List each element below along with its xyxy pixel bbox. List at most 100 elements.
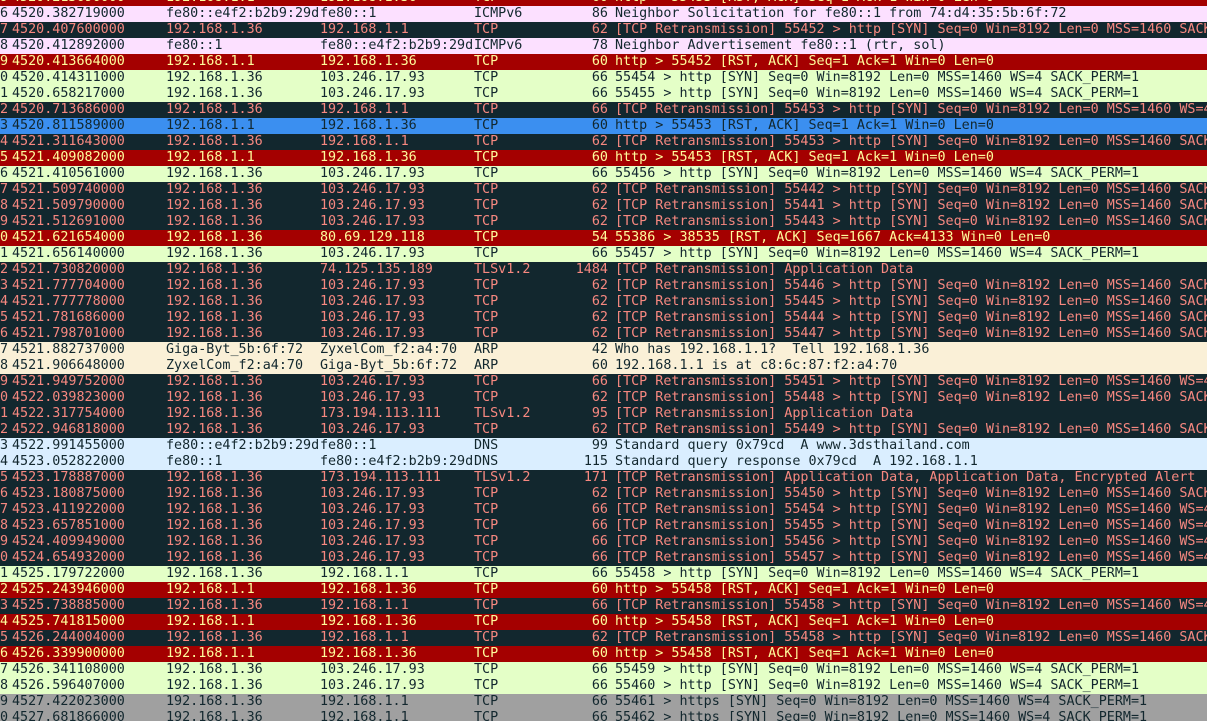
cell-destination: 103.246.17.93 (320, 182, 425, 197)
packet-row[interactable]: 2 4520.713686000 192.168.1.36 192.168.1.1 TC… (0, 102, 1207, 118)
cell-info: 192.168.1.1 is at c8:6c:87:f2:a4:70 (615, 358, 898, 373)
cell-protocol: TCP (474, 694, 499, 709)
packet-row[interactable]: 8 4521.906648000 ZyxelCom_f2:a4:70 Giga-Byt… (0, 358, 1207, 374)
cell-destination: 103.246.17.93 (320, 166, 425, 181)
packet-row[interactable]: 2 4522.946818000 192.168.1.36 103.246.17.93… (0, 422, 1207, 438)
packet-row[interactable]: 8 4523.657851000 192.168.1.36 103.246.17.93… (0, 518, 1207, 534)
packet-row[interactable]: 5 4521.409082000 192.168.1.1 192.168.1.36 TC… (0, 150, 1207, 166)
packet-row[interactable]: 3 4521.777704000 192.168.1.36 103.246.17.93… (0, 278, 1207, 294)
cell-time: 4520.713686000 (12, 102, 125, 117)
packet-row[interactable]: 1 4522.317754000 192.168.1.36 173.194.113.1… (0, 406, 1207, 422)
cell-destination: 74.125.135.189 (320, 262, 433, 277)
cell-source: 192.168.1.36 (166, 134, 263, 149)
cell-no: 6 (0, 326, 8, 341)
packet-row[interactable]: 4 4521.777778000 192.168.1.36 103.246.17.93… (0, 294, 1207, 310)
packet-row[interactable]: 1 4525.179722000 192.168.1.36 192.168.1.1 TC… (0, 566, 1207, 582)
packet-row[interactable]: 6 4523.180875000 192.168.1.36 103.246.17.93… (0, 486, 1207, 502)
cell-destination: ZyxelCom_f2:a4:70 (320, 342, 458, 357)
cell-time: 4520.382719000 (12, 6, 125, 21)
cell-info: [TCP Retransmission] 55444 > http [SYN] … (615, 310, 1207, 325)
packet-row[interactable]: 9 4527.422023000 192.168.1.36 192.168.1.1 TC… (0, 694, 1207, 710)
cell-source: 192.168.1.36 (166, 86, 263, 101)
packet-row[interactable]: 9 4521.949752000 192.168.1.36 103.246.17.93… (0, 374, 1207, 390)
cell-info: Standard query 0x79cd A www.3dsthailand.… (615, 438, 970, 453)
cell-length: 66 (591, 518, 608, 533)
cell-no: 5 (0, 470, 8, 485)
packet-row[interactable]: 1 4521.656140000 192.168.1.36 103.246.17.93… (0, 246, 1207, 262)
packet-row[interactable]: 7 4521.509740000 192.168.1.36 103.246.17.93… (0, 182, 1207, 198)
packet-row[interactable]: 0 4522.039823000 192.168.1.36 103.246.17.93… (0, 390, 1207, 406)
cell-length: 62 (591, 198, 608, 213)
packet-row[interactable]: 6 4521.798701000 192.168.1.36 103.246.17.93… (0, 326, 1207, 342)
cell-source: ZyxelCom_f2:a4:70 (166, 358, 304, 373)
cell-no: 2 (0, 102, 8, 117)
cell-length: 66 (591, 550, 608, 565)
cell-protocol: ARP (474, 358, 499, 373)
cell-time: 4523.180875000 (12, 486, 125, 501)
cell-length: 66 (591, 662, 608, 677)
cell-info: Standard query response 0x79cd A 192.168… (615, 454, 978, 469)
cell-no: 5 (0, 630, 8, 645)
cell-no: 4 (0, 134, 8, 149)
cell-info: http > 55458 [RST, ACK] Seq=1 Ack=1 Win=… (615, 614, 994, 629)
cell-destination: 192.168.1.1 (320, 710, 409, 721)
packet-row[interactable]: 7 4521.882737000 Giga-Byt_5b:6f:72 ZyxelCom… (0, 342, 1207, 358)
cell-length: 95 (591, 406, 608, 421)
packet-row[interactable]: 7 4526.341108000 192.168.1.36 103.246.17.93… (0, 662, 1207, 678)
cell-source: 192.168.1.36 (166, 230, 263, 245)
packet-row[interactable]: 9 4521.512691000 192.168.1.36 103.246.17.93… (0, 214, 1207, 230)
cell-time: 4520.213690000 (12, 0, 162, 6)
cell-info: Neighbor Advertisement fe80::1 (rtr, sol… (615, 38, 946, 53)
cell-length: 66 (591, 710, 608, 721)
packet-row[interactable]: 2 4525.243946000 192.168.1.1 192.168.1.36 TC… (0, 582, 1207, 598)
cell-info: [TCP Retransmission] 55455 > http [SYN] … (615, 518, 1207, 533)
cell-destination: 192.168.1.36 (320, 150, 417, 165)
cell-info: [TCP Retransmission] Application Data (615, 262, 914, 277)
cell-info: 55456 > http [SYN] Seq=0 Win=8192 Len=0 … (615, 166, 1140, 181)
cell-info: 55462 > https [SYN] Seq=0 Win=8192 Len=0… (615, 710, 1148, 721)
cell-info: [TCP Retransmission] 55441 > http [SYN] … (615, 198, 1207, 213)
packet-row[interactable]: 5 4521.781686000 192.168.1.36 103.246.17.93… (0, 310, 1207, 326)
packet-row[interactable]: 9 4520.213690000 192.168.1.1192.168.1.36TC… (0, 0, 1207, 6)
cell-protocol: TCP (474, 54, 499, 69)
packet-row[interactable]: 7 4520.407600000 192.168.1.36 192.168.1.1 TC… (0, 22, 1207, 38)
cell-source: 192.168.1.36 (166, 182, 263, 197)
packet-row[interactable]: 1 4520.658217000 192.168.1.36 103.246.17.93… (0, 86, 1207, 102)
cell-time: 4522.946818000 (12, 422, 125, 437)
packet-row[interactable]: 7 4523.411922000 192.168.1.36 103.246.17.93… (0, 502, 1207, 518)
packet-row[interactable]: 0 4521.621654000 192.168.1.36 80.69.129.118… (0, 230, 1207, 246)
packet-row[interactable]: 3 4525.738885000 192.168.1.36 192.168.1.1 TC… (0, 598, 1207, 614)
packet-row[interactable]: 8 4521.509790000 192.168.1.36 103.246.17.93… (0, 198, 1207, 214)
cell-no: 0 (0, 390, 8, 405)
packet-row[interactable]: 8 4526.596407000 192.168.1.36 103.246.17.93… (0, 678, 1207, 694)
cell-source: 192.168.1.36 (166, 518, 263, 533)
cell-info: 55454 > http [SYN] Seq=0 Win=8192 Len=0 … (615, 70, 1140, 85)
cell-destination: fe80::e4f2:b2b9:29d (320, 38, 474, 53)
packet-row[interactable]: 2 4521.730820000 192.168.1.36 74.125.135.18… (0, 262, 1207, 278)
packet-row[interactable]: 8 4520.412892000 fe80::1 fe80::e4f2:b2b9:29… (0, 38, 1207, 54)
packet-row[interactable]: 0 4520.414311000 192.168.1.36 103.246.17.93… (0, 70, 1207, 86)
packet-row[interactable]: 5 4526.244004000 192.168.1.36 192.168.1.1 TC… (0, 630, 1207, 646)
packet-row[interactable]: 3 4522.991455000 fe80::e4f2:b2b9:29d fe80::… (0, 438, 1207, 454)
packet-row[interactable]: 4 4523.052822000 fe80::1 fe80::e4f2:b2b9:29… (0, 454, 1207, 470)
packet-row[interactable]: 6 4526.339900000 192.168.1.1 192.168.1.36 TC… (0, 646, 1207, 662)
cell-destination: Giga-Byt_5b:6f:72 (320, 358, 458, 373)
cell-length: 66 (591, 678, 608, 693)
packet-row[interactable]: 5 4523.178887000 192.168.1.36 173.194.113.1… (0, 470, 1207, 486)
cell-destination: 103.246.17.93 (320, 198, 425, 213)
cell-time: 4521.781686000 (12, 310, 125, 325)
packet-row[interactable]: 6 4521.410561000 192.168.1.36 103.246.17.93… (0, 166, 1207, 182)
packet-row[interactable]: 6 4520.382719000 fe80::e4f2:b2b9:29d fe80::… (0, 6, 1207, 22)
cell-destination: 103.246.17.93 (320, 310, 425, 325)
packet-row[interactable]: 9 4520.413664000 192.168.1.1 192.168.1.36 TC… (0, 54, 1207, 70)
cell-length: 78 (591, 38, 608, 53)
cell-source: 192.168.1.36 (166, 326, 263, 341)
packet-row[interactable]: 0 4527.681866000 192.168.1.36 192.168.1.1 TC… (0, 710, 1207, 721)
packet-row[interactable]: 0 4524.654932000 192.168.1.36 103.246.17.93… (0, 550, 1207, 566)
packet-row[interactable]: 4 4521.311643000 192.168.1.36 192.168.1.1 TC… (0, 134, 1207, 150)
cell-info: Who has 192.168.1.1? Tell 192.168.1.36 (615, 342, 930, 357)
cell-time: 4520.412892000 (12, 38, 125, 53)
packet-row[interactable]: 3 4520.811589000 192.168.1.1 192.168.1.36 TC… (0, 118, 1207, 134)
packet-row[interactable]: 4 4525.741815000 192.168.1.1 192.168.1.36 TC… (0, 614, 1207, 630)
packet-row[interactable]: 9 4524.409949000 192.168.1.36 103.246.17.93… (0, 534, 1207, 550)
